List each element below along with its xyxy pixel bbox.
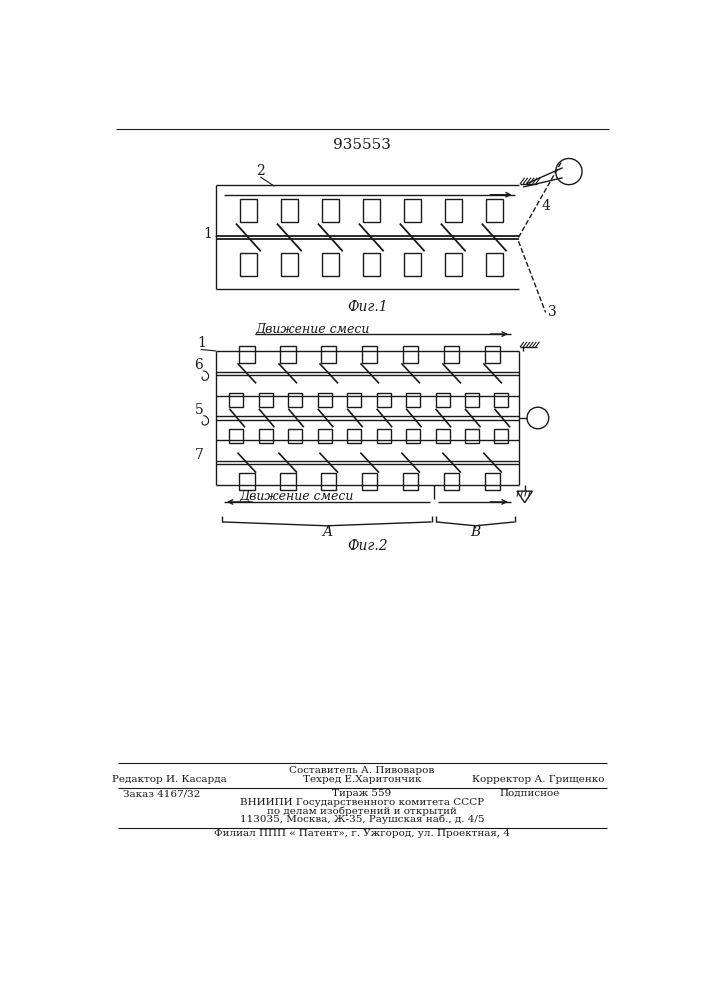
Bar [230,429,243,443]
Text: 113035, Москва, Ж-35, Раушская наб., д. 4/5: 113035, Москва, Ж-35, Раушская наб., д. … [240,815,484,824]
Bar [436,429,450,443]
Bar [445,253,462,276]
Bar [321,473,337,490]
Bar [259,429,273,443]
Bar [377,429,391,443]
Text: 935553: 935553 [333,138,391,152]
Bar [465,393,479,407]
Text: 5: 5 [194,403,204,417]
Text: Движение смеси: Движение смеси [255,323,369,336]
Bar [363,199,380,222]
Text: 7: 7 [194,448,204,462]
Bar [404,199,421,222]
Bar [494,429,508,443]
Bar [445,199,462,222]
Bar [240,253,257,276]
Text: Тираж 559: Тираж 559 [332,789,392,798]
Text: ВНИИПИ Государственного комитета СССР: ВНИИПИ Государственного комитета СССР [240,798,484,807]
Text: Подписное: Подписное [500,789,561,798]
Bar [494,393,508,407]
Bar [239,346,255,363]
Text: Редактор И. Касарда: Редактор И. Касарда [112,775,227,784]
Bar [288,429,303,443]
Text: A: A [322,525,332,539]
Text: Фиг.2: Фиг.2 [347,539,387,553]
Bar [404,253,421,276]
Text: Фиг.1: Фиг.1 [347,300,387,314]
Bar [403,473,419,490]
Bar [485,473,501,490]
Bar [259,393,273,407]
Bar [377,393,391,407]
Bar [281,253,298,276]
Text: по делам изобретений и открытий: по делам изобретений и открытий [267,806,457,816]
Text: Заказ 4167/32: Заказ 4167/32 [123,789,201,798]
Bar [485,346,501,363]
Text: B: B [470,525,481,539]
Bar [403,346,419,363]
Text: 6: 6 [194,358,204,372]
Text: 4: 4 [542,199,551,213]
Bar [406,393,420,407]
Bar [465,429,479,443]
Text: 3: 3 [548,305,556,319]
Bar [347,429,361,443]
Bar [362,473,378,490]
Bar [239,473,255,490]
Bar [280,473,296,490]
Text: Филиал ППП « Патент», г. Ужгород, ул. Проектная, 4: Филиал ППП « Патент», г. Ужгород, ул. Пр… [214,829,510,838]
Bar [288,393,303,407]
Bar [362,346,378,363]
Bar [317,393,332,407]
Bar [486,253,503,276]
Bar [486,199,503,222]
Text: 1: 1 [197,336,206,350]
Bar [317,429,332,443]
Bar [322,253,339,276]
Bar [322,199,339,222]
Bar [406,429,420,443]
Bar [280,346,296,363]
Bar [240,199,257,222]
Text: Техред Е.Харитончик: Техред Е.Харитончик [303,775,421,784]
Bar [347,393,361,407]
Text: 1: 1 [203,227,212,241]
Bar [436,393,450,407]
Text: 2: 2 [256,164,264,178]
Bar [444,473,460,490]
Bar [230,393,243,407]
Bar [444,346,460,363]
Text: Составитель А. Пивоваров: Составитель А. Пивоваров [289,766,435,775]
Text: Корректор А. Грищенко: Корректор А. Грищенко [472,775,604,784]
Text: Движение смеси: Движение смеси [240,490,354,503]
Bar [321,346,337,363]
Bar [363,253,380,276]
Bar [281,199,298,222]
